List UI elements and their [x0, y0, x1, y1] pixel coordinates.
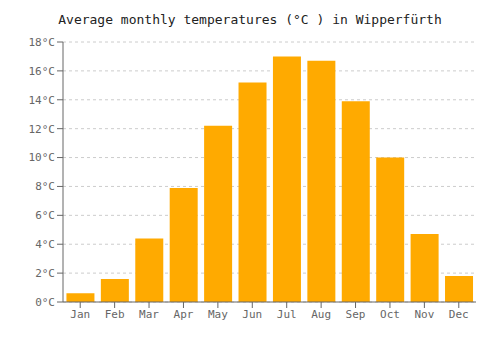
- svg-text:4°C: 4°C: [35, 238, 55, 251]
- svg-text:Sep: Sep: [346, 308, 366, 321]
- svg-text:6°C: 6°C: [35, 209, 55, 222]
- svg-text:Dec: Dec: [449, 308, 469, 321]
- svg-text:Nov: Nov: [414, 308, 434, 321]
- svg-text:Apr: Apr: [174, 308, 194, 321]
- svg-text:8°C: 8°C: [35, 180, 55, 193]
- svg-text:14°C: 14°C: [29, 94, 56, 107]
- svg-text:0°C: 0°C: [35, 296, 55, 309]
- svg-text:10°C: 10°C: [29, 151, 56, 164]
- svg-text:12°C: 12°C: [29, 123, 56, 136]
- svg-text:18°C: 18°C: [29, 36, 56, 49]
- svg-text:Feb: Feb: [105, 308, 125, 321]
- svg-text:Aug: Aug: [311, 308, 331, 321]
- svg-text:Jan: Jan: [70, 308, 90, 321]
- svg-text:May: May: [208, 308, 228, 321]
- svg-text:16°C: 16°C: [29, 65, 56, 78]
- html-text:Average monthly temperatures (: Average monthly temperatures (°C ) in Wi…: [58, 12, 442, 27]
- svg-text:Jun: Jun: [242, 308, 262, 321]
- svg-text:Jul: Jul: [277, 308, 297, 321]
- svg-text:Mar: Mar: [139, 308, 159, 321]
- svg-text:Oct: Oct: [380, 308, 400, 321]
- svg-text:2°C: 2°C: [35, 267, 55, 280]
